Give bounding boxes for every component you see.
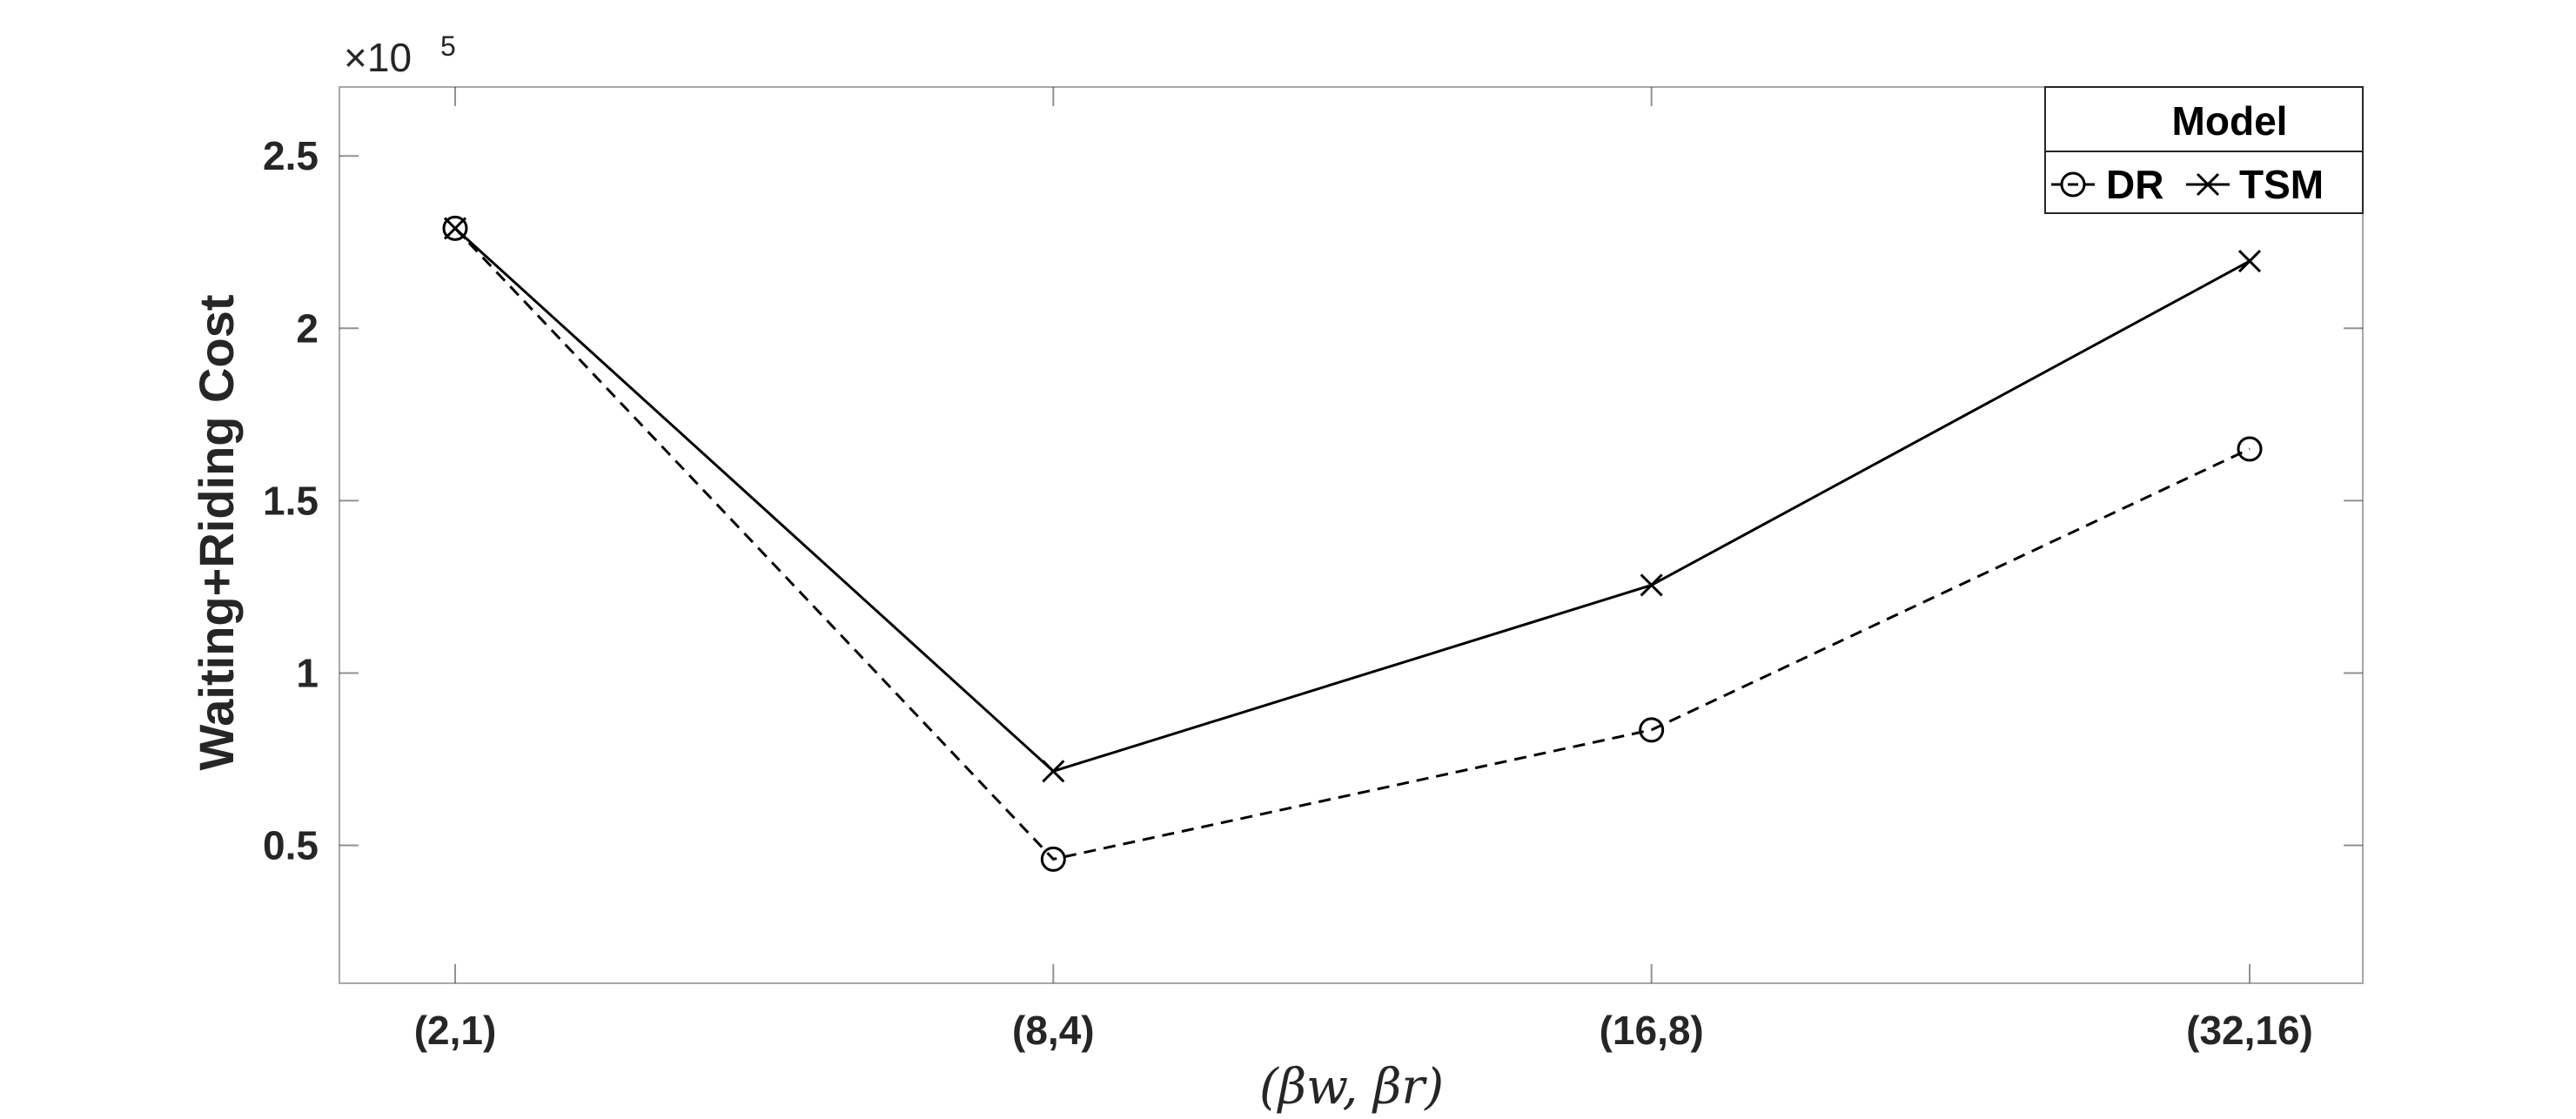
y-exponent-prefix: ×10 bbox=[344, 35, 412, 80]
data-point-tsm bbox=[2237, 249, 2262, 273]
y-tick-label: 2.5 bbox=[263, 133, 319, 178]
legend-title: Model bbox=[2172, 98, 2288, 144]
y-exponent: ×10 5 bbox=[344, 30, 456, 80]
y-tick-label: 1 bbox=[296, 650, 319, 695]
legend-label-tsm: TSM bbox=[2239, 162, 2324, 207]
y-tick-label: 2 bbox=[296, 305, 319, 351]
x-tick-label: (2,1) bbox=[414, 1008, 497, 1053]
marker-stroke bbox=[2196, 172, 2220, 197]
legend-marker-tsm bbox=[2196, 172, 2220, 197]
series-layer bbox=[442, 215, 2263, 872]
y-exponent-power: 5 bbox=[440, 30, 456, 62]
x-tick-label: (16,8) bbox=[1600, 1008, 1704, 1053]
x-tick-label: (8,4) bbox=[1012, 1008, 1095, 1053]
x-axis-title: (βw, βr) bbox=[1259, 1059, 1444, 1116]
legend-box bbox=[2044, 86, 2364, 214]
data-point-dr bbox=[442, 215, 468, 241]
legend-marker-dr bbox=[2060, 171, 2086, 198]
marker-stroke bbox=[1640, 573, 1663, 597]
plot-area bbox=[339, 86, 2364, 984]
data-point-tsm bbox=[1042, 760, 1065, 783]
data-point-dr bbox=[2237, 436, 2263, 462]
legend: Model DR TSM bbox=[2044, 86, 2364, 214]
y-axis: 0.5 1 1.5 2 2.5 bbox=[263, 133, 2363, 868]
series-line-dr bbox=[453, 227, 2251, 861]
x-tick-label: (32,16) bbox=[2186, 1008, 2313, 1053]
y-tick-label: 0.5 bbox=[263, 823, 319, 868]
series-line-tsm bbox=[453, 227, 2251, 774]
marker-stroke bbox=[1042, 760, 1065, 783]
legend-label-dr: DR bbox=[2106, 162, 2163, 207]
data-point-tsm bbox=[1640, 573, 1663, 597]
y-tick-label: 1.5 bbox=[263, 478, 319, 523]
marker-stroke bbox=[2237, 249, 2262, 273]
data-point-tsm bbox=[443, 217, 467, 240]
data-point-dr bbox=[1639, 717, 1665, 743]
marker-stroke bbox=[443, 217, 467, 240]
x-axis: (2,1) (8,4) (16,8) (32,16) bbox=[414, 87, 2313, 1053]
data-point-dr bbox=[1040, 846, 1066, 872]
y-axis-title: Waiting+Riding Cost bbox=[189, 295, 244, 771]
